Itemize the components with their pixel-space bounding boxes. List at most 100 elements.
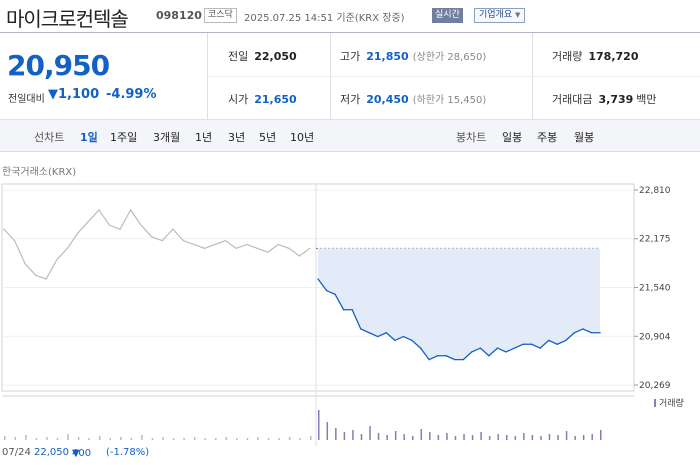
volume-bar	[141, 435, 143, 440]
volume-bar	[172, 438, 175, 440]
series-point-prev-day	[161, 240, 163, 242]
series-point-today	[488, 355, 490, 357]
divider	[208, 76, 700, 77]
series-point-today	[317, 278, 319, 280]
volume-bar	[151, 438, 154, 440]
high-label: 고가	[340, 50, 361, 63]
tab-1y[interactable]: 1년	[195, 131, 213, 144]
y-tick-label: 20,269	[639, 381, 671, 391]
volume-bar	[420, 429, 423, 440]
series-point-today	[334, 293, 336, 296]
tab-1d[interactable]: 1일	[80, 131, 98, 144]
data-source: 한국거래소(KRX)	[2, 167, 77, 178]
volume-bar	[109, 438, 112, 440]
series-point-prev-day	[35, 274, 37, 276]
company-info-dropdown[interactable]: 기업개요 ▼	[474, 8, 526, 23]
down-triangle-icon: ▼	[48, 87, 58, 102]
volume-bar	[88, 438, 90, 440]
volume-legend-swatch	[654, 399, 656, 407]
series-point-today	[471, 351, 473, 353]
series-point-today	[360, 328, 362, 330]
chevron-down-icon: ▼	[515, 11, 521, 19]
price-chart[interactable]: 22,81022,17521,54020,90420,269거래량07/2510…	[0, 178, 700, 446]
tab-daily[interactable]: 일봉	[502, 131, 523, 144]
series-point-prev-day	[193, 243, 195, 246]
upper-limit: (상한가 28,650)	[412, 52, 487, 63]
series-point-prev-day	[24, 263, 26, 265]
volume-bar	[193, 437, 196, 440]
series-point-today	[428, 358, 430, 361]
volume-bar	[335, 428, 337, 440]
series-point-prev-day	[98, 209, 100, 211]
series-point-today	[573, 332, 576, 334]
tab-1w[interactable]: 1주일	[110, 131, 138, 144]
series-point-prev-day	[214, 243, 216, 246]
volume-bar	[278, 438, 280, 440]
tab-10y[interactable]: 10년	[290, 131, 315, 144]
volume-bar	[514, 436, 517, 440]
volume-bar	[386, 435, 388, 440]
series-point-prev-day	[140, 224, 142, 226]
volume-bar	[257, 437, 259, 440]
low-label: 저가	[340, 93, 361, 106]
series-point-prev-day	[108, 224, 111, 226]
series-point-today	[351, 309, 353, 311]
lower-limit: (하한가 15,450)	[412, 95, 487, 106]
volume: 거래량 178,720	[552, 48, 638, 64]
volume-bar	[574, 436, 576, 440]
series-point-today	[462, 358, 464, 361]
realtime-badge: 실시간	[432, 8, 463, 23]
volume-bar	[394, 431, 397, 440]
turnover-label: 거래대금	[552, 93, 593, 106]
change-label: 전일대비	[8, 94, 45, 105]
series-point-prev-day	[151, 236, 153, 238]
volume-bar	[488, 436, 491, 440]
change-amount: 1,100	[58, 87, 100, 102]
series-point-prev-day	[246, 243, 248, 246]
series-point-prev-day	[298, 255, 301, 257]
y-tick-label: 20,904	[639, 332, 671, 342]
series-point-today	[590, 332, 593, 334]
volume-bar	[162, 437, 164, 440]
prev-day-change-amount: 400	[72, 448, 92, 459]
volume-legend-label: 거래량	[659, 397, 684, 409]
series-point-prev-day	[256, 247, 258, 249]
series-point-today	[394, 339, 396, 342]
market-badge: 코스닥	[204, 8, 237, 23]
volume-bar	[246, 438, 249, 440]
series-point-prev-day	[182, 240, 184, 242]
volume-bar	[267, 438, 270, 440]
series-point-today	[445, 355, 447, 357]
volume-bar	[506, 435, 508, 440]
series-point-today	[419, 347, 422, 349]
volume-bar	[326, 422, 329, 440]
x-tick-label: 07/24	[2, 447, 31, 458]
turnover-value: 3,739	[598, 93, 634, 106]
y-tick-label: 22,810	[639, 186, 671, 196]
volume-bar	[215, 438, 217, 440]
tab-5y[interactable]: 5년	[259, 131, 277, 144]
series-point-prev-day	[66, 247, 68, 249]
high-value: 21,850	[366, 50, 409, 63]
volume-bar	[225, 437, 228, 440]
series-point-today	[342, 309, 345, 311]
tab-3y[interactable]: 3년	[228, 131, 246, 144]
series-point-prev-day	[77, 232, 79, 234]
prev-day-pct: (-1.78%)	[106, 447, 150, 458]
series-point-today	[385, 332, 388, 334]
volume-bar	[67, 434, 69, 440]
prev-close-value: 22,050	[254, 50, 297, 63]
tab-monthly[interactable]: 월봉	[574, 131, 595, 144]
price-box: 20,950 전일대비 ▼1,100 -4.99%	[0, 33, 208, 119]
volume-bar	[412, 436, 414, 440]
volume-bar	[548, 434, 551, 440]
tab-weekly[interactable]: 주봉	[537, 131, 558, 144]
tab-3m[interactable]: 3개월	[153, 131, 181, 144]
series-point-today	[325, 289, 328, 292]
volume-bar	[591, 434, 593, 440]
change-value: ▼1,100	[48, 87, 99, 102]
y-tick-label: 22,175	[639, 235, 671, 245]
volume-bar	[204, 438, 206, 440]
volume-bar	[531, 435, 534, 440]
series-point-today	[599, 332, 601, 334]
